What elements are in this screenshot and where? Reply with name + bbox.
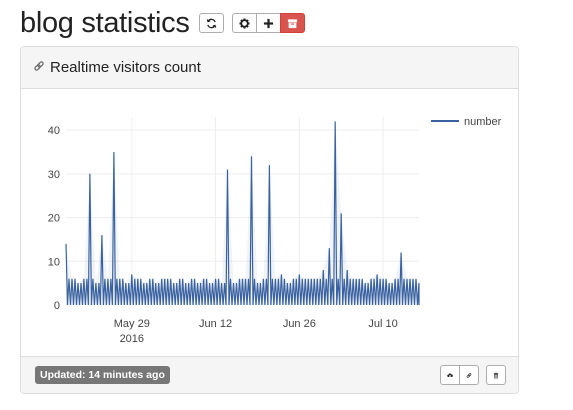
gear-icon	[239, 17, 250, 29]
legend-label[interactable]: number	[464, 116, 502, 128]
refresh-button[interactable]	[198, 13, 224, 33]
visitors-chart: 0 10 20 30 40 May 29 2016 Jun 12 Jun 26 Jul 10 n…	[48, 116, 502, 345]
trash-icon	[493, 372, 499, 378]
delete-button[interactable]	[486, 365, 506, 385]
series-area	[66, 121, 419, 306]
visitors-panel: Realtime visitors count 0 10 20 30 40 May 29…	[20, 46, 519, 394]
page-header: blog statistics	[20, 4, 305, 42]
cloud-upload-icon	[447, 372, 453, 378]
x-tick-label: May 29	[114, 318, 150, 330]
footer-button-group	[440, 365, 506, 385]
link-icon	[33, 60, 45, 75]
chart-series	[65, 121, 420, 306]
y-axis: 0 10 20 30 40	[48, 125, 60, 312]
y-tick-label: 10	[48, 256, 60, 268]
plus-icon	[263, 18, 273, 28]
archive-box-icon	[287, 18, 297, 28]
x-tick-label: Jul 10	[368, 318, 397, 330]
chart-grid	[66, 117, 419, 305]
x-tick-label: Jun 12	[199, 318, 232, 330]
panel-heading: Realtime visitors count	[21, 47, 518, 89]
x-tick-label: Jun 26	[283, 318, 316, 330]
header-button-group	[231, 13, 305, 33]
refresh-icon	[206, 18, 216, 28]
x-tick-sublabel: 2016	[120, 333, 144, 345]
updated-badge: Updated: 14 minutes ago	[35, 366, 170, 384]
y-tick-label: 30	[48, 169, 60, 181]
chart-legend[interactable]: number	[431, 116, 502, 128]
add-widget-button[interactable]	[255, 13, 281, 33]
panel-title: Realtime visitors count	[50, 59, 201, 76]
page-title: blog statistics	[20, 6, 190, 39]
settings-button[interactable]	[231, 13, 257, 33]
y-tick-label: 20	[48, 213, 60, 225]
upload-button[interactable]	[440, 365, 460, 385]
archive-button[interactable]	[279, 13, 305, 33]
y-tick-label: 0	[54, 300, 60, 312]
link-button[interactable]	[459, 365, 479, 385]
chart-container: 0 10 20 30 40 May 29 2016 Jun 12 Jun 26 Jul 10 n…	[21, 89, 518, 357]
series-line	[65, 121, 420, 306]
link-icon	[466, 372, 472, 378]
x-axis: May 29 2016 Jun 12 Jun 26 Jul 10	[114, 318, 398, 345]
y-tick-label: 40	[48, 125, 60, 137]
panel-footer: Updated: 14 minutes ago	[21, 356, 518, 393]
